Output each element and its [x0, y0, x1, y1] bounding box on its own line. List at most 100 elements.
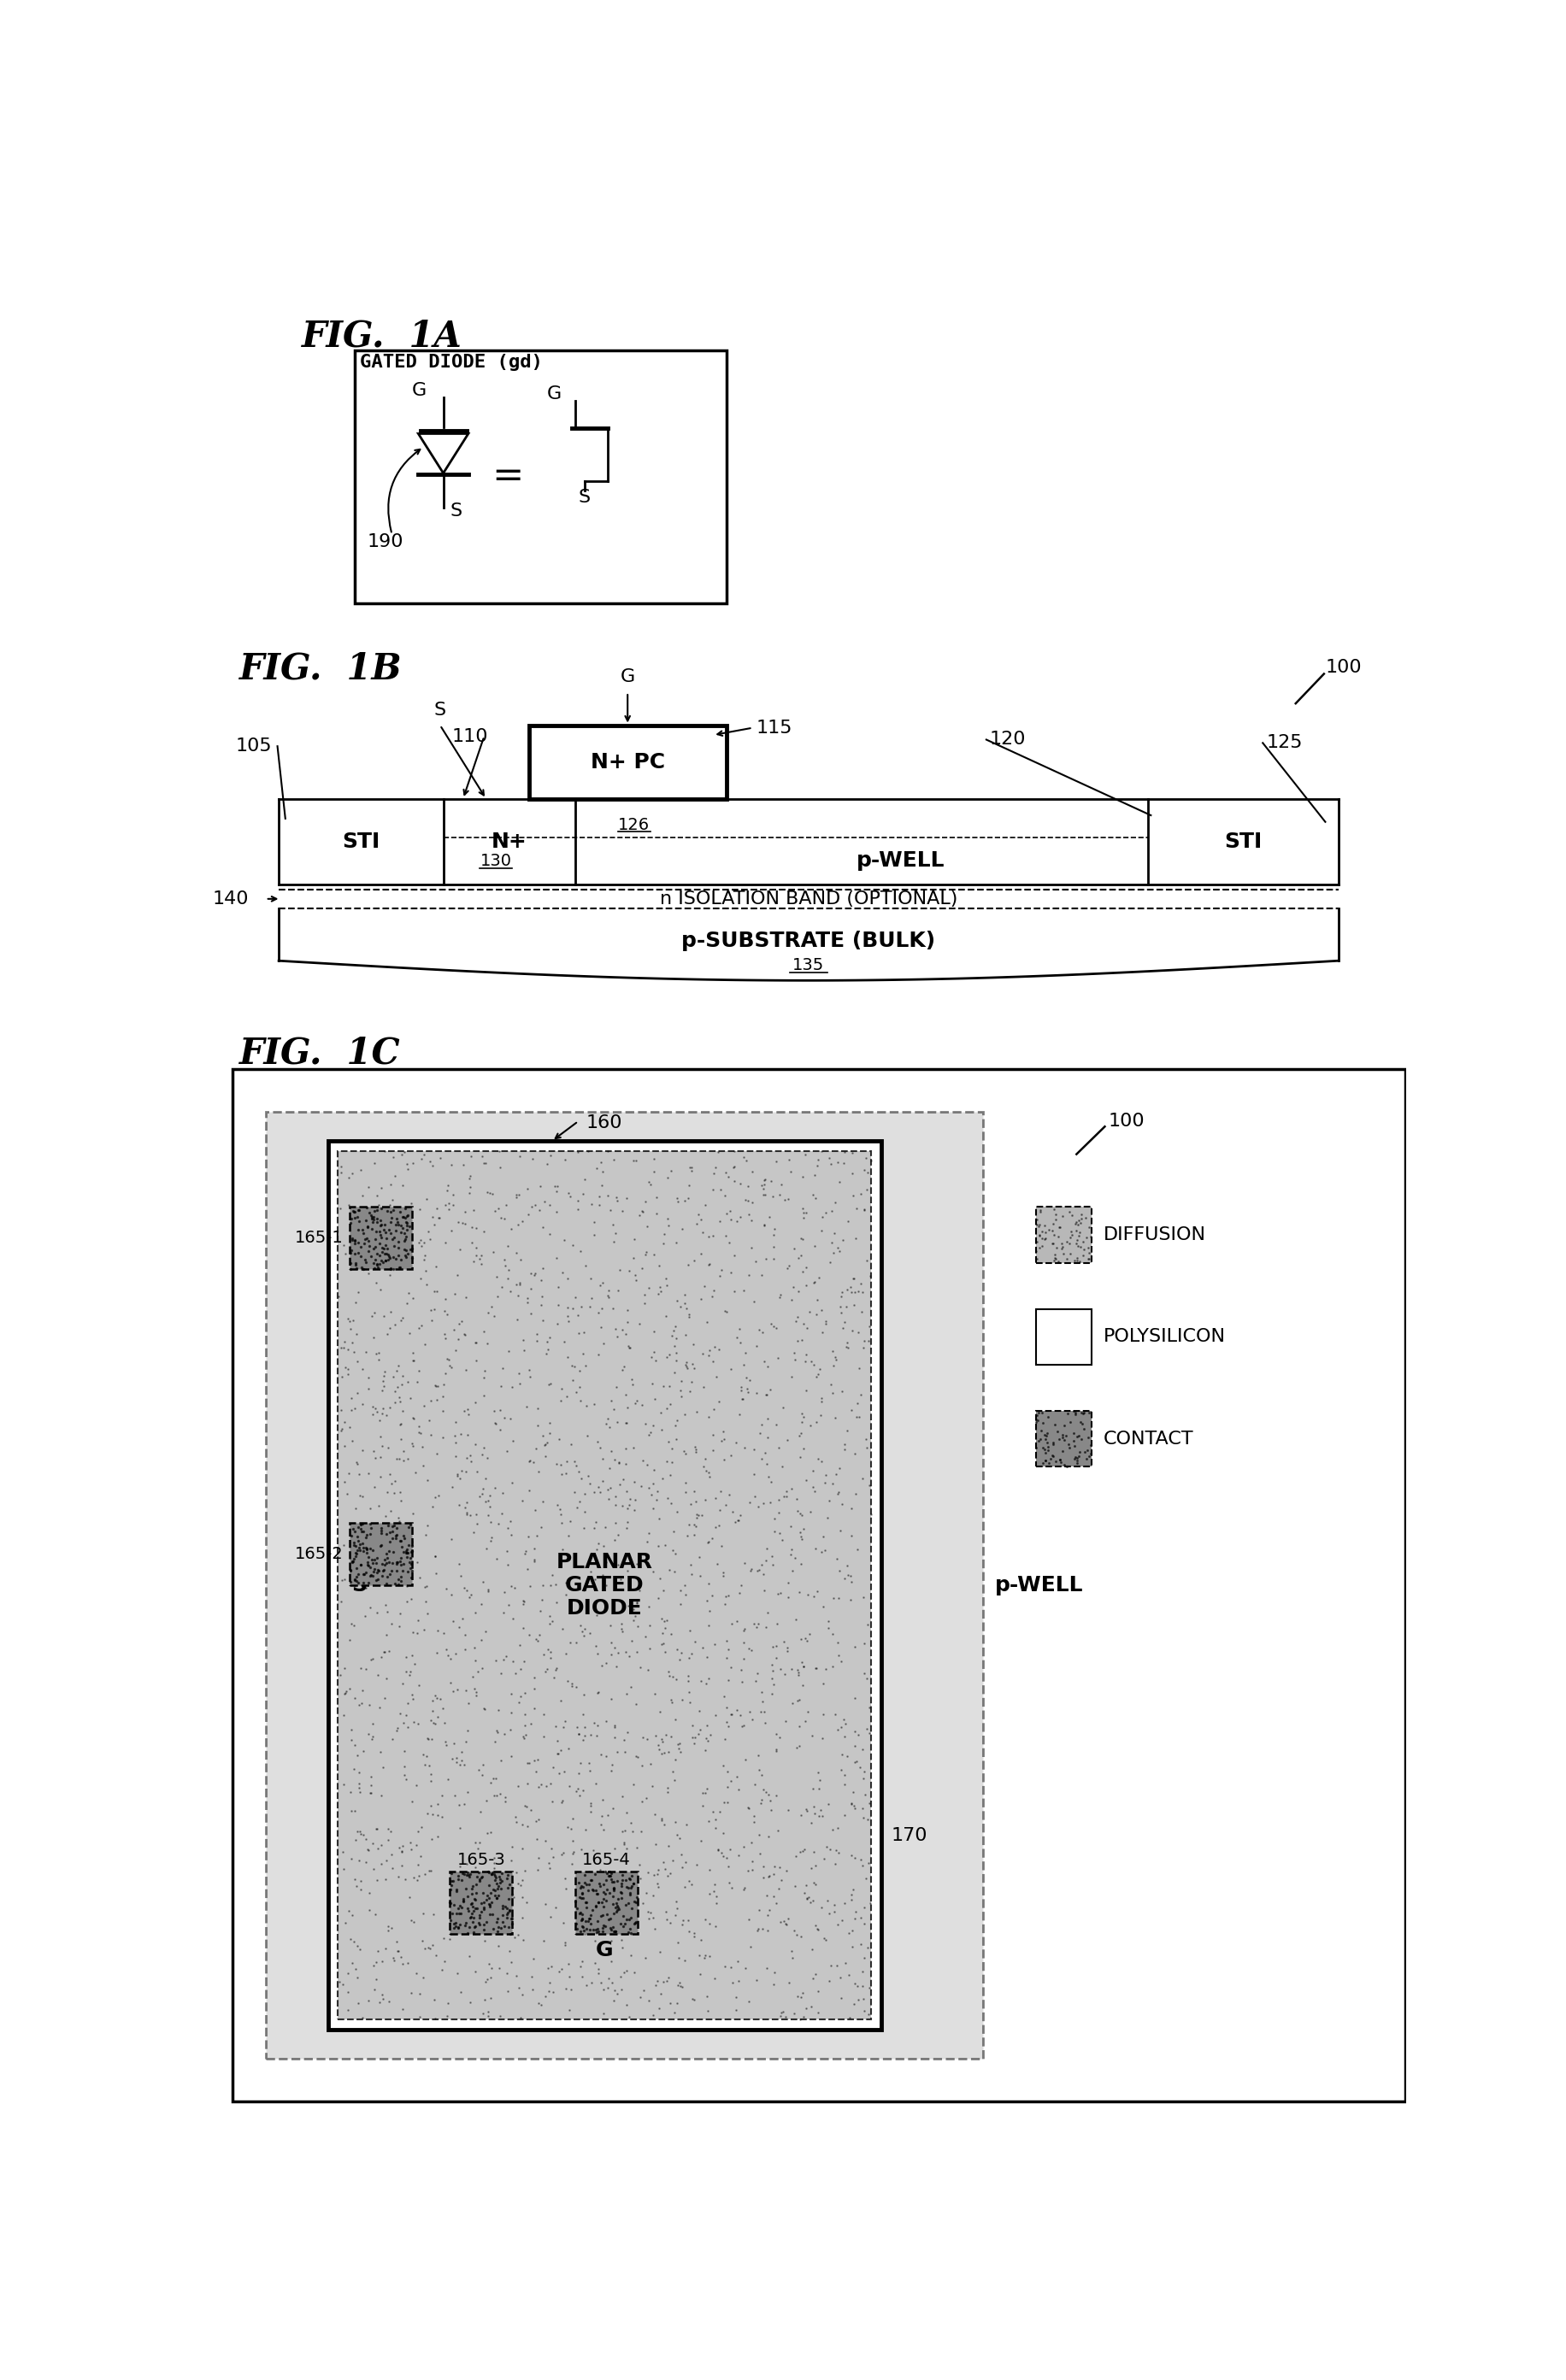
Point	[1045, 1242, 1070, 1280]
Point	[758, 1161, 783, 1200]
Point	[703, 1885, 728, 1923]
Point	[570, 1897, 595, 1935]
Point	[496, 1892, 521, 1930]
Point	[800, 1264, 825, 1302]
Point	[482, 1856, 507, 1894]
Point	[399, 1580, 424, 1618]
Point	[695, 1245, 720, 1283]
Point	[359, 1756, 384, 1795]
Point	[680, 1150, 705, 1188]
Text: 130: 130	[479, 854, 512, 869]
Point	[456, 1892, 481, 1930]
Point	[645, 1528, 670, 1566]
Point	[465, 1749, 490, 1787]
Point	[487, 1864, 512, 1902]
Point	[426, 1476, 451, 1514]
Point	[1065, 1442, 1090, 1480]
Point	[803, 1649, 828, 1687]
Point	[739, 1852, 764, 1890]
Point	[517, 1471, 542, 1509]
Point	[385, 1542, 410, 1580]
Point	[332, 1766, 357, 1804]
Point	[503, 1797, 528, 1835]
Point	[653, 1716, 678, 1754]
Point	[800, 1880, 825, 1918]
Point	[651, 1226, 677, 1264]
Point	[484, 1259, 509, 1297]
Point	[640, 1899, 666, 1937]
Point	[478, 1814, 503, 1852]
Point	[728, 1697, 753, 1735]
Point	[642, 1716, 667, 1754]
Point	[822, 1183, 847, 1221]
Point	[678, 1635, 703, 1673]
Point	[557, 1502, 583, 1540]
Point	[832, 1797, 857, 1835]
Point	[498, 1842, 523, 1880]
Point	[443, 1423, 468, 1461]
Point	[482, 1192, 507, 1230]
Point	[606, 1887, 631, 1925]
Point	[429, 1797, 454, 1835]
Point	[1076, 1418, 1101, 1457]
Point	[723, 1319, 749, 1357]
Point	[387, 1607, 412, 1645]
Point	[821, 1892, 846, 1930]
Point	[341, 1200, 366, 1238]
Point	[579, 1280, 604, 1319]
Point	[651, 1733, 677, 1771]
Point	[606, 1445, 631, 1483]
Point	[581, 1911, 606, 1949]
Point	[1046, 1421, 1071, 1459]
Point	[521, 1540, 547, 1578]
Point	[802, 1795, 827, 1833]
Point	[684, 1495, 709, 1533]
Point	[1032, 1416, 1057, 1454]
Point	[594, 1894, 619, 1933]
Point	[648, 1802, 673, 1840]
Point	[495, 1533, 520, 1571]
Point	[562, 1442, 587, 1480]
Point	[332, 1559, 357, 1597]
Point	[664, 1333, 689, 1371]
Point	[839, 1928, 864, 1966]
Point	[540, 1973, 565, 2011]
Point	[335, 1354, 360, 1392]
Point	[410, 1894, 435, 1933]
Point	[567, 1947, 592, 1985]
Point	[1027, 1192, 1052, 1230]
Point	[1055, 1226, 1081, 1264]
Point	[658, 1985, 683, 2023]
Point	[568, 1830, 594, 1868]
Point	[650, 1626, 675, 1664]
Point	[747, 1414, 772, 1452]
Point	[835, 1202, 860, 1240]
Point	[363, 1545, 388, 1583]
Point	[514, 1533, 539, 1571]
Point	[767, 1176, 792, 1214]
Point	[487, 1949, 512, 1987]
Point	[384, 1200, 409, 1238]
Point	[511, 1718, 536, 1756]
Point	[374, 1395, 399, 1433]
Point	[547, 1490, 572, 1528]
Point	[424, 1190, 449, 1228]
Point	[335, 1954, 360, 1992]
Point	[700, 1216, 725, 1254]
Point	[454, 1495, 479, 1533]
Point	[803, 1573, 828, 1611]
Point	[528, 1592, 553, 1630]
Point	[691, 1787, 716, 1825]
Point	[426, 1200, 451, 1238]
Point	[531, 1718, 556, 1756]
Point	[1062, 1242, 1087, 1280]
Point	[1066, 1438, 1092, 1476]
Point	[824, 1457, 849, 1495]
Point	[393, 1202, 418, 1240]
Point	[761, 1854, 786, 1892]
Point	[341, 1526, 366, 1564]
Point	[525, 1321, 550, 1359]
Point	[374, 1316, 399, 1354]
Point	[1035, 1428, 1060, 1466]
Point	[738, 1549, 763, 1587]
